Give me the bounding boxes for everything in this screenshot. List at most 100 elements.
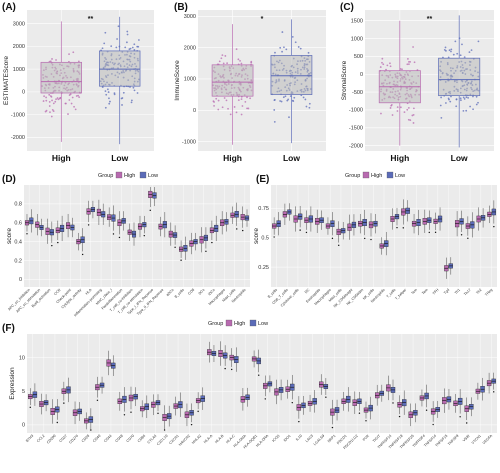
outlier-point bbox=[81, 253, 84, 256]
y-tick-label: 1000 bbox=[184, 77, 196, 83]
data-point bbox=[235, 111, 238, 114]
y-tick-label: -1500 bbox=[349, 126, 363, 132]
data-point bbox=[117, 25, 120, 28]
x-category-label: Th1 bbox=[454, 288, 461, 295]
data-point bbox=[42, 100, 45, 102]
data-point bbox=[74, 108, 77, 111]
outlier-point bbox=[467, 237, 469, 239]
data-point bbox=[294, 41, 297, 44]
data-point bbox=[220, 57, 223, 60]
data-point bbox=[101, 86, 104, 88]
data-point bbox=[305, 105, 308, 108]
x-category-label: CD40 bbox=[92, 434, 101, 443]
data-point bbox=[67, 113, 69, 115]
data-point bbox=[396, 110, 399, 112]
data-point bbox=[49, 95, 52, 97]
y-tick-label: -2000 bbox=[349, 143, 363, 149]
x-category-label: Low bbox=[283, 153, 300, 163]
data-point bbox=[229, 113, 232, 116]
data-point bbox=[240, 113, 243, 116]
data-point bbox=[48, 101, 51, 103]
data-point bbox=[133, 89, 136, 92]
data-point bbox=[49, 111, 51, 114]
y-tick-label: 2000 bbox=[13, 44, 25, 50]
y-tick-label: 2000 bbox=[184, 45, 196, 51]
data-point bbox=[108, 97, 110, 100]
data-point bbox=[399, 106, 402, 109]
data-point bbox=[291, 99, 294, 102]
x-category-label: Th17 bbox=[463, 288, 472, 297]
data-point bbox=[391, 114, 394, 116]
outlier-point bbox=[325, 396, 327, 398]
x-category-label: T_helper bbox=[394, 287, 407, 300]
data-point bbox=[462, 109, 465, 112]
legend-label: Low bbox=[395, 173, 405, 179]
x-category-label: CD44 bbox=[103, 434, 112, 443]
data-point bbox=[121, 104, 123, 106]
y-tick-label: -1000 bbox=[11, 112, 25, 118]
x-category-label: High bbox=[390, 153, 409, 163]
x-category-label: TFH bbox=[432, 288, 440, 296]
data-point bbox=[406, 58, 409, 60]
outlier-point bbox=[236, 228, 238, 230]
outlier-point bbox=[242, 229, 244, 232]
data-point bbox=[223, 97, 226, 99]
x-category-label: TIGIT bbox=[372, 433, 382, 443]
y-tick-label: 0.5 bbox=[261, 236, 269, 242]
data-point bbox=[285, 48, 288, 51]
x-category-label: VSIR bbox=[462, 434, 471, 443]
x-category-label: Tgd bbox=[443, 288, 450, 295]
data-point bbox=[406, 63, 409, 66]
data-point bbox=[389, 107, 392, 109]
outlier-point bbox=[231, 368, 233, 371]
data-point bbox=[407, 118, 410, 121]
x-category-label: DC bbox=[304, 288, 311, 295]
y-tick-label: 0.25 bbox=[258, 265, 269, 271]
y-tick-label: 0 bbox=[22, 423, 25, 429]
data-point bbox=[52, 102, 55, 105]
legend-label: High bbox=[124, 173, 135, 179]
box bbox=[40, 61, 82, 94]
data-point bbox=[125, 41, 128, 44]
outlier-point bbox=[493, 391, 495, 393]
x-category-label: CXCL10 bbox=[156, 434, 168, 446]
data-point bbox=[51, 58, 53, 60]
x-category-label: PVR bbox=[362, 434, 370, 442]
outlier-point bbox=[174, 246, 176, 248]
data-point bbox=[104, 106, 107, 109]
x-category-label: CTLA4 bbox=[147, 434, 158, 445]
y-tick-label: -500 bbox=[352, 90, 363, 96]
data-point bbox=[55, 98, 57, 101]
data-point bbox=[281, 50, 283, 53]
x-category-label: CD86 bbox=[137, 434, 146, 443]
data-point bbox=[45, 96, 48, 99]
x-category-label: VEGFA bbox=[482, 433, 494, 445]
data-point bbox=[78, 96, 81, 99]
x-category-label: HLA-C bbox=[225, 434, 236, 445]
outlier-point bbox=[57, 241, 59, 244]
data-point bbox=[440, 116, 443, 119]
data-point bbox=[48, 93, 51, 96]
data-point bbox=[287, 98, 290, 101]
box bbox=[99, 50, 141, 87]
data-point bbox=[280, 100, 283, 103]
legend-label: Low bbox=[148, 173, 158, 179]
y-axis-label: StromalScore bbox=[341, 60, 348, 100]
data-point bbox=[77, 94, 80, 97]
legend-title: Group bbox=[345, 173, 360, 179]
data-point bbox=[459, 54, 462, 57]
data-point bbox=[412, 46, 414, 48]
data-point bbox=[131, 46, 134, 49]
data-point bbox=[73, 105, 75, 108]
data-point bbox=[396, 106, 399, 109]
data-point bbox=[124, 46, 127, 49]
significance-mark: ** bbox=[427, 16, 433, 23]
data-point bbox=[56, 97, 59, 99]
data-point bbox=[308, 106, 311, 109]
legend-label: Low bbox=[258, 321, 268, 327]
data-point bbox=[132, 86, 135, 89]
data-point bbox=[75, 95, 78, 97]
y-tick-label: -1000 bbox=[349, 108, 363, 114]
data-point bbox=[138, 39, 140, 41]
